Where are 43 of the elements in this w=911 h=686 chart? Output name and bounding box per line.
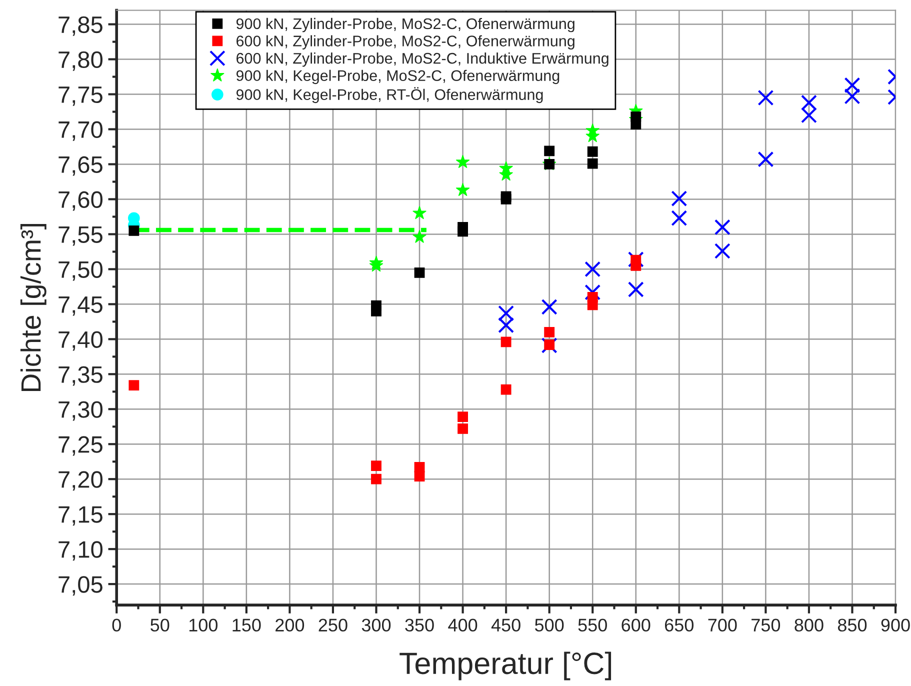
y-tick-label: 7,05 (58, 576, 102, 596)
x-tick-label: 500 (534, 618, 564, 632)
x-tick-label: 450 (491, 618, 520, 632)
x-tick-label: 900 (881, 618, 910, 632)
y-tick-label: 7,15 (58, 506, 102, 526)
x-tick-label: 700 (708, 618, 737, 632)
x-tick-label: 100 (189, 618, 218, 632)
legend-label: 600 kN, Zylinder-Probe, MoS2-C, Induktive Erwärmung (236, 52, 608, 67)
y-tick-label: 7,70 (58, 121, 102, 141)
y-tick-label: 7,80 (58, 51, 102, 71)
x-tick-label: 250 (318, 618, 348, 632)
x-tick-label: 600 (622, 618, 650, 632)
x-axis-title: Temperatur [°C] (400, 652, 612, 680)
y-tick-label: 7,40 (58, 331, 102, 351)
legend-label: 900 kN, Kegel-Probe, MoS2-C, Ofenerwärmung (236, 70, 560, 84)
y-tick-label: 7,65 (58, 156, 102, 176)
x-tick-label: 750 (752, 618, 780, 632)
y-axis-title: Dichte [g/cm³] (20, 224, 46, 392)
y-tick-label: 7,60 (58, 191, 102, 211)
x-tick-label: 150 (232, 618, 261, 632)
x-tick-label: 650 (665, 618, 694, 632)
y-tick-label: 7,10 (58, 541, 102, 561)
y-tick-label: 7,30 (58, 401, 102, 421)
y-tick-label: 7,85 (58, 16, 102, 36)
x-tick-label: 0 (112, 618, 121, 632)
x-tick-label: 400 (448, 618, 478, 632)
y-tick-label: 7,35 (58, 366, 102, 386)
y-tick-label: 7,55 (58, 226, 102, 246)
x-tick-label: 200 (276, 618, 304, 632)
y-tick-label: 7,50 (58, 261, 102, 281)
x-tick-label: 350 (405, 618, 434, 632)
x-tick-label: 300 (362, 618, 391, 632)
legend-label: 900 kN, Zylinder-Probe, MoS2-C, Ofenerwärmung (236, 18, 574, 32)
y-tick-label: 7,20 (58, 471, 102, 491)
legend-label: 600 kN, Zylinder-Probe, MoS2-C, Ofenerwärmung (236, 35, 574, 50)
y-tick-label: 7,75 (58, 86, 102, 106)
x-tick-label: 50 (150, 618, 170, 632)
x-tick-label: 550 (578, 618, 607, 632)
x-tick-label: 800 (794, 618, 824, 632)
legend-label: 900 kN, Kegel-Probe, RT-Öl, Ofenerwärmung (236, 87, 543, 104)
y-tick-label: 7,45 (58, 296, 102, 316)
x-tick-label: 850 (838, 618, 867, 632)
y-tick-label: 7,25 (58, 436, 102, 456)
